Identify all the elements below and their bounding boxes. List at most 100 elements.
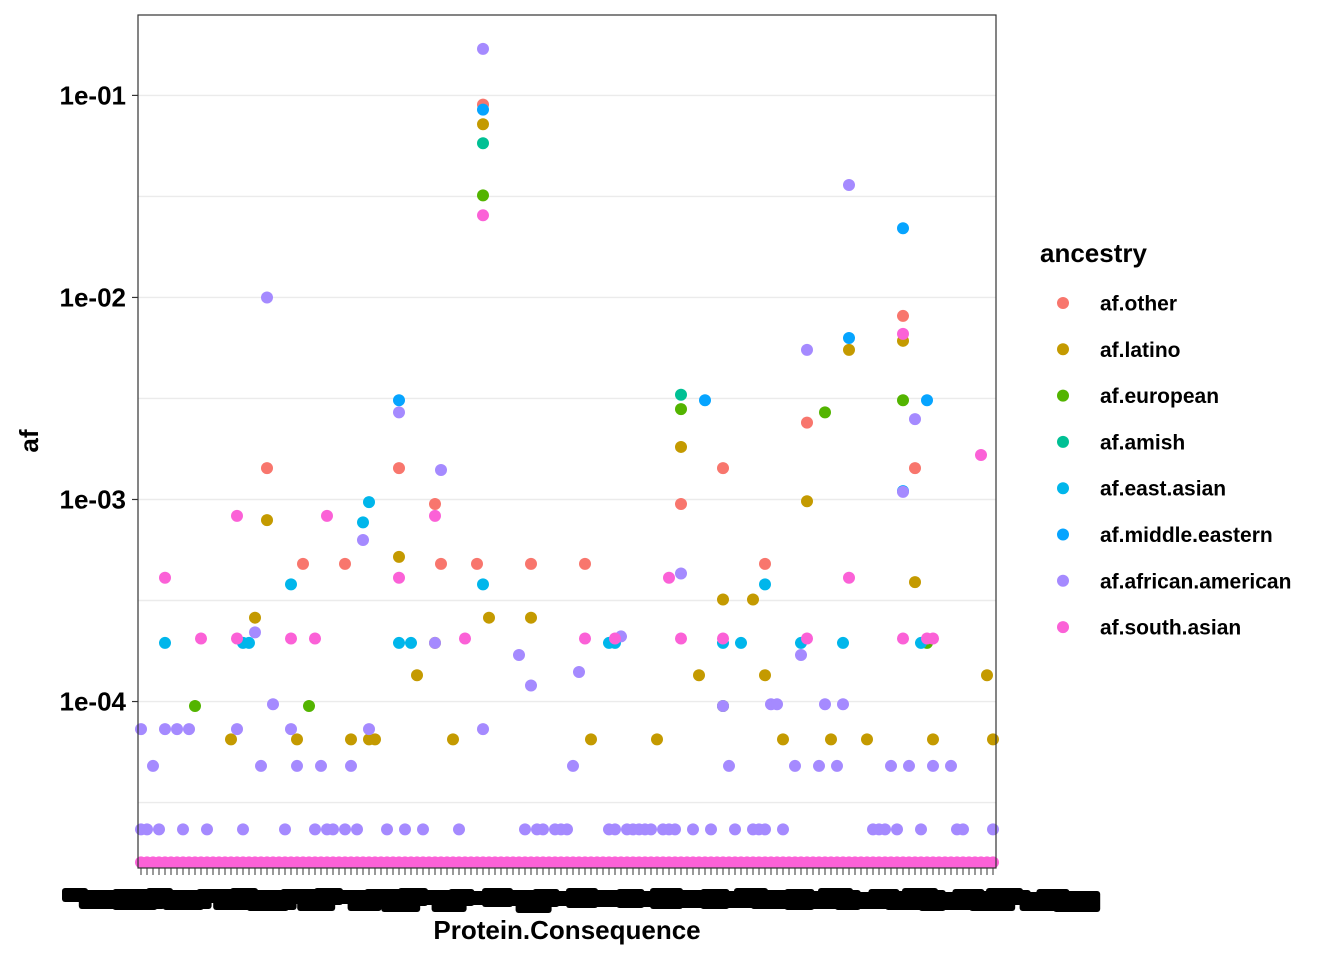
data-point <box>897 327 909 340</box>
data-point <box>759 669 771 682</box>
data-point <box>813 759 825 772</box>
legend: ancestry af.other af.latino af.european af.… <box>1040 238 1291 640</box>
legend-label: af.african.american <box>1100 570 1291 593</box>
data-point <box>525 679 537 692</box>
data-point <box>909 576 921 589</box>
data-point <box>699 394 711 407</box>
data-point <box>819 698 831 711</box>
legend-title: ancestry <box>1040 238 1147 268</box>
data-point <box>399 823 411 836</box>
data-point <box>771 698 783 711</box>
data-point <box>567 759 579 772</box>
data-point <box>279 823 291 836</box>
x-axis <box>62 868 1101 913</box>
data-point <box>429 636 441 649</box>
data-point <box>159 723 171 736</box>
data-point <box>267 698 279 711</box>
data-point <box>405 636 417 649</box>
data-point <box>729 823 741 836</box>
data-point <box>261 514 273 527</box>
legend-key <box>1057 621 1069 634</box>
x-axis-title: Protein.Consequence <box>433 915 700 945</box>
legend-key <box>1057 389 1069 402</box>
data-point <box>843 343 855 356</box>
data-point <box>879 823 891 836</box>
data-point <box>885 759 897 772</box>
data-point <box>429 509 441 522</box>
data-point <box>285 578 297 591</box>
data-point <box>675 632 687 645</box>
data-point <box>957 823 969 836</box>
data-point <box>231 632 243 645</box>
data-point <box>285 632 297 645</box>
data-point <box>897 222 909 235</box>
data-point <box>909 462 921 475</box>
legend-key <box>1057 528 1069 541</box>
legend-label: af.european <box>1100 385 1219 408</box>
data-point <box>483 611 495 624</box>
data-point <box>825 733 837 746</box>
floor-point <box>987 856 999 869</box>
data-point <box>897 485 909 498</box>
data-point <box>141 823 153 836</box>
data-point <box>477 137 489 150</box>
data-point <box>945 759 957 772</box>
legend-key <box>1057 297 1069 309</box>
data-point <box>363 723 375 736</box>
data-point <box>447 733 459 746</box>
data-point <box>723 759 735 772</box>
data-point <box>579 632 591 645</box>
data-point <box>837 636 849 649</box>
data-point <box>183 723 195 736</box>
data-point <box>819 406 831 419</box>
data-point <box>201 823 213 836</box>
data-point <box>189 700 201 713</box>
data-point <box>609 823 621 836</box>
data-point <box>261 291 273 304</box>
data-point <box>231 509 243 522</box>
data-point <box>261 462 273 475</box>
data-point <box>897 309 909 322</box>
legend-key <box>1057 482 1069 495</box>
data-point <box>435 463 447 476</box>
data-point <box>759 557 771 570</box>
data-point <box>429 497 441 510</box>
data-point <box>459 632 471 645</box>
data-point <box>687 823 699 836</box>
data-points <box>135 42 999 836</box>
data-point <box>981 669 993 682</box>
legend-key <box>1057 343 1069 356</box>
data-point <box>159 636 171 649</box>
data-point <box>801 343 813 356</box>
data-point <box>393 462 405 475</box>
data-point <box>249 626 261 639</box>
data-point <box>231 723 243 736</box>
data-point <box>321 509 333 522</box>
data-point <box>705 823 717 836</box>
data-point <box>927 733 939 746</box>
data-point <box>477 209 489 222</box>
data-point <box>843 179 855 192</box>
data-point <box>309 823 321 836</box>
legend-key <box>1057 435 1069 448</box>
data-point <box>225 733 237 746</box>
legend-label: af.latino <box>1100 339 1181 362</box>
x-tick-label-blob <box>1053 891 1101 912</box>
data-point <box>843 331 855 344</box>
data-point <box>891 823 903 836</box>
data-point <box>297 557 309 570</box>
data-point <box>831 759 843 772</box>
data-point <box>477 103 489 116</box>
data-point <box>669 823 681 836</box>
data-point <box>837 698 849 711</box>
data-point <box>561 823 573 836</box>
data-point <box>843 571 855 584</box>
data-point <box>717 632 729 645</box>
data-point <box>975 449 987 462</box>
y-tick-label: 1e-01 <box>60 80 127 110</box>
data-point <box>537 823 549 836</box>
data-point <box>777 823 789 836</box>
data-point <box>381 823 393 836</box>
data-point <box>453 823 465 836</box>
data-point <box>345 759 357 772</box>
